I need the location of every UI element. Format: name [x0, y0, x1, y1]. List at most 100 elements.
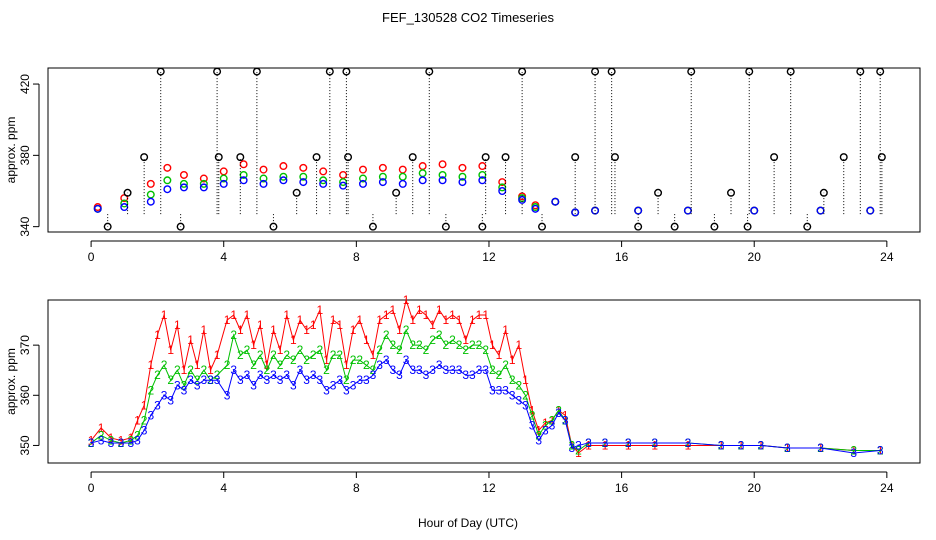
data-point-label: 2: [154, 368, 161, 382]
data-point-label: 1: [363, 333, 370, 347]
data-point: [498, 186, 507, 195]
data-point-label: 3: [194, 378, 201, 392]
data-point-label: 1: [98, 421, 105, 435]
data-point-label: 3: [230, 363, 237, 377]
data-point-label: 2: [575, 443, 582, 457]
data-point-label: 3: [330, 378, 337, 392]
data-point-label: 2: [147, 383, 154, 397]
data-point-label: 1: [128, 431, 135, 445]
data-point: [654, 188, 663, 197]
data-point-label: 3: [343, 383, 350, 397]
data-point-label: 3: [237, 373, 244, 387]
data-point-label: 3: [200, 373, 207, 387]
data-point-label: 3: [350, 378, 357, 392]
data-point-label: 1: [303, 323, 310, 337]
data-point: [120, 203, 129, 212]
data-point-label: 3: [585, 436, 592, 450]
data-point: [458, 172, 467, 181]
data-point-label: 1: [403, 293, 410, 307]
data-point: [213, 67, 222, 76]
top-panel: 0 4 8 12 16 20 24 340 380 420 approx. ppm: [4, 67, 921, 264]
data-point-label: 1: [214, 348, 221, 362]
data-point: [378, 172, 387, 181]
data-point-label: 1: [167, 343, 174, 357]
x-tick-label: 24: [880, 250, 894, 264]
data-point: [876, 67, 885, 76]
data-point-label: 1: [449, 308, 456, 322]
data-point-label: 1: [310, 318, 317, 332]
data-point: [634, 206, 643, 215]
data-point-label: 2: [263, 363, 270, 377]
y-axis-label: approx. ppm: [4, 348, 18, 415]
data-point-label: 3: [118, 436, 125, 450]
data-point: [418, 169, 427, 178]
data-point: [319, 176, 328, 185]
data-point-label: 3: [509, 388, 516, 402]
data-point: [259, 174, 268, 183]
data-point-label: 1: [436, 303, 443, 317]
data-point-label: 1: [356, 313, 363, 327]
data-point-label: 1: [476, 308, 483, 322]
data-point: [634, 222, 643, 231]
data-point: [571, 208, 580, 217]
data-point-label: 3: [376, 358, 383, 372]
data-point-label: 3: [181, 383, 188, 397]
data-point-label: 2: [423, 343, 430, 357]
data-point-label: 1: [685, 438, 692, 452]
data-point-label: 3: [270, 368, 277, 382]
data-point: [670, 222, 679, 231]
data-point: [856, 67, 865, 76]
data-point-label: 2: [161, 358, 168, 372]
data-point-label: 2: [456, 338, 463, 352]
data-point-label: 2: [330, 348, 337, 362]
data-point-label: 3: [423, 368, 430, 382]
data-point-label: 3: [462, 368, 469, 382]
data-point: [176, 222, 185, 231]
data-point-label: 3: [685, 436, 692, 450]
data-point: [319, 179, 328, 188]
data-point-label: 2: [303, 353, 310, 367]
data-point-label: 1: [181, 363, 188, 377]
data-point-label: 2: [429, 333, 436, 347]
data-point: [319, 167, 328, 176]
data-point: [325, 67, 334, 76]
data-point: [219, 167, 228, 176]
data-point: [418, 176, 427, 185]
data-point-label: 3: [224, 388, 231, 402]
data-point-label: 1: [423, 308, 430, 322]
data-point-label: 3: [625, 436, 632, 450]
data-point: [438, 160, 447, 169]
x-tick-label: 4: [220, 481, 227, 495]
data-point-label: 3: [88, 436, 95, 450]
data-point-label: 3: [336, 373, 343, 387]
data-point: [312, 153, 321, 162]
data-point-label: 2: [549, 413, 556, 427]
data-point-label: 3: [187, 373, 194, 387]
data-point: [378, 163, 387, 172]
data-point-label: 3: [277, 373, 284, 387]
data-point-label: 3: [449, 363, 456, 377]
data-point-label: 3: [317, 373, 324, 387]
data-point-label: 3: [416, 363, 423, 377]
data-point-label: 1: [224, 313, 231, 327]
data-point-label: 1: [207, 363, 214, 377]
data-point: [538, 222, 547, 231]
data-point: [398, 165, 407, 174]
data-point-label: 3: [250, 378, 257, 392]
data-point: [299, 163, 308, 172]
plot-frame: [47, 67, 921, 233]
data-point-label: 2: [257, 348, 264, 362]
data-point: [146, 179, 155, 188]
data-point: [591, 67, 600, 76]
data-point-label: 1: [370, 348, 377, 362]
data-point: [299, 178, 308, 187]
data-point-label: 2: [214, 368, 221, 382]
x-tick-label: 8: [353, 481, 360, 495]
x-tick-label: 0: [88, 481, 95, 495]
y-tick-label: 360: [18, 385, 32, 405]
data-point-label: 1: [336, 318, 343, 332]
data-point-label: 1: [118, 433, 125, 447]
data-point: [236, 153, 245, 162]
